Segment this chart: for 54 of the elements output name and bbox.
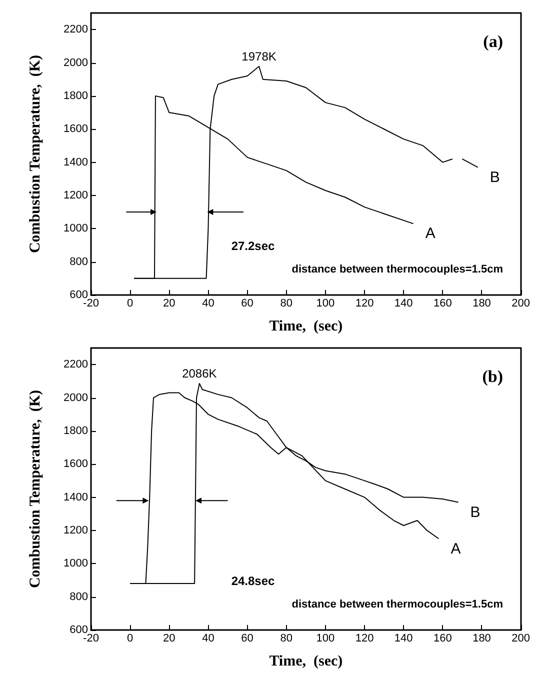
x-tick-label: 20 xyxy=(163,298,176,310)
x-tick-label: 100 xyxy=(316,298,335,310)
x-tick-label: 160 xyxy=(433,298,452,310)
annotation: distance between thermocouples=1.5cm xyxy=(292,264,504,276)
y-tick-label: 1200 xyxy=(64,189,88,202)
y-tick-label: 1400 xyxy=(64,491,88,504)
x-tick-label: 180 xyxy=(472,298,491,310)
x-tick-label: 140 xyxy=(394,632,413,644)
series-label: B xyxy=(490,168,500,186)
x-tick-label: 60 xyxy=(241,298,254,310)
x-tick-label: 200 xyxy=(512,298,530,310)
y-tick-label: 2200 xyxy=(64,24,88,36)
x-tick-label: 100 xyxy=(316,632,335,644)
y-tick-label: 2200 xyxy=(64,358,88,371)
x-tick-label: 140 xyxy=(394,298,413,310)
y-tick-label: 1600 xyxy=(64,123,88,136)
y-tick-label: 800 xyxy=(70,590,88,603)
x-tick-label: 40 xyxy=(202,298,214,310)
y-tick-label: 800 xyxy=(70,256,88,268)
annotation: 1978K xyxy=(242,49,276,64)
series-label: B xyxy=(470,504,480,521)
y-tick-label: 1200 xyxy=(64,524,88,536)
y-tick-label: 1000 xyxy=(64,558,88,570)
series-label: A xyxy=(450,540,461,558)
annotation: (a) xyxy=(483,32,504,51)
x-axis-title: Time, (sec) xyxy=(269,318,343,334)
x-tick-label: 120 xyxy=(355,298,374,310)
y-tick-label: 1800 xyxy=(64,424,88,437)
y-axis-title: Combustion Temperature, (K) xyxy=(28,54,44,254)
y-tick-label: 1800 xyxy=(64,90,88,102)
x-tick-label: 40 xyxy=(202,632,214,644)
y-tick-label: 1600 xyxy=(64,458,88,470)
annotation: 24.8sec xyxy=(231,574,276,588)
series-label: A xyxy=(425,225,436,242)
x-tick-label: 60 xyxy=(241,632,254,644)
y-tick-label: 1400 xyxy=(64,156,88,168)
x-tick-label: 80 xyxy=(280,298,292,310)
y-axis-title: Combustion Temperature, (K) xyxy=(28,390,44,588)
x-tick-label: 120 xyxy=(355,632,374,644)
x-tick-label: 160 xyxy=(433,632,452,644)
x-tick-label: 0 xyxy=(127,298,134,310)
x-tick-label: 200 xyxy=(512,632,530,644)
x-tick-label: 180 xyxy=(472,632,491,644)
x-axis-title: Time, (sec) xyxy=(269,654,343,670)
y-tick-label: 2000 xyxy=(64,392,88,404)
annotation: 27.2sec xyxy=(231,239,276,253)
x-tick-label: 80 xyxy=(280,632,292,644)
y-tick-label: 2000 xyxy=(64,56,88,69)
x-tick-label: 20 xyxy=(163,632,176,644)
annotation: 2086K xyxy=(182,366,217,380)
y-tick-label: 1000 xyxy=(64,222,88,235)
annotation: (b) xyxy=(482,367,504,386)
x-tick-label: 0 xyxy=(127,632,134,644)
annotation: distance between thermocouples=1.5cm xyxy=(292,598,504,610)
